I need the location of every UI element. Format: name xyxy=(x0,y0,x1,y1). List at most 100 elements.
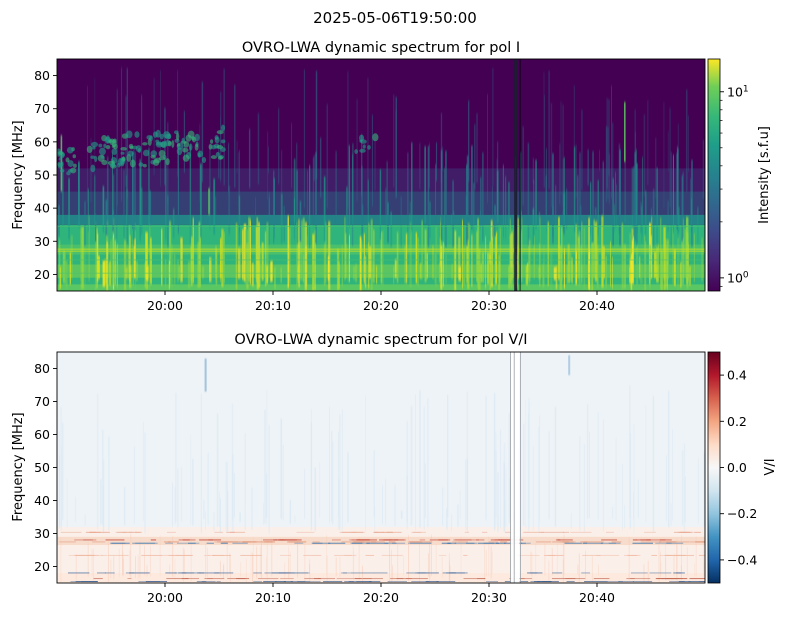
polarization-streak xyxy=(219,498,221,533)
polarization-rfi xyxy=(331,539,341,541)
polarization-rfi xyxy=(438,539,451,541)
burst-streak xyxy=(502,164,504,239)
burst-streak xyxy=(129,235,131,282)
burst-streak xyxy=(380,234,382,284)
burst-streak xyxy=(396,232,399,283)
polarization-rfi xyxy=(540,531,565,533)
polarization-rfi xyxy=(369,581,381,583)
polarization-streak xyxy=(703,537,705,578)
polarization-streak xyxy=(611,507,614,519)
polarization-rfi xyxy=(658,541,677,543)
polarization-rfi xyxy=(352,541,377,543)
burst-streak xyxy=(428,143,430,189)
type-iii-burst xyxy=(120,151,125,155)
type-iii-burst xyxy=(197,152,201,158)
polarization-streak xyxy=(256,546,258,579)
burst-streak xyxy=(363,256,364,282)
burst-streak xyxy=(667,200,669,232)
polarization-rfi xyxy=(206,542,214,544)
polarization-streak xyxy=(589,431,590,518)
polarization-rfi xyxy=(566,581,575,583)
polarization-streak xyxy=(61,422,64,520)
polarization-rfi xyxy=(353,541,377,543)
type-iii-burst xyxy=(134,131,140,138)
burst-streak xyxy=(134,223,136,290)
burst-streak xyxy=(543,245,545,287)
x-tick-label: 20:00 xyxy=(147,590,183,605)
burst-streak xyxy=(153,78,155,176)
burst-streak xyxy=(218,144,220,179)
burst-streak xyxy=(256,217,259,290)
polarization-rfi xyxy=(564,542,582,544)
polarization-rfi xyxy=(640,539,651,541)
burst-streak xyxy=(543,71,545,188)
burst-streak xyxy=(106,241,109,291)
burst-streak xyxy=(623,244,627,289)
polarization-rfi xyxy=(351,572,375,574)
burst-streak xyxy=(548,70,550,190)
type-iii-burst xyxy=(92,146,96,150)
polarization-rfi xyxy=(208,554,215,556)
polarization-rfi xyxy=(199,539,222,541)
polarization-rfi xyxy=(145,581,168,583)
burst-streak xyxy=(565,188,568,229)
polarization-rfi xyxy=(673,572,685,574)
type-iii-burst xyxy=(208,143,213,150)
burst-streak xyxy=(312,248,315,289)
burst-streak xyxy=(280,267,282,283)
type-iii-burst xyxy=(129,159,136,168)
polarization-rfi xyxy=(60,531,82,533)
burst-streak xyxy=(684,228,687,279)
polarization-rfi xyxy=(216,581,221,583)
polarization-rfi xyxy=(90,531,101,533)
burst-streak xyxy=(221,228,224,287)
polarization-streak xyxy=(96,393,99,530)
burst-streak xyxy=(84,225,86,290)
polarization-streak xyxy=(222,565,224,579)
burst-streak xyxy=(562,104,564,206)
burst-streak xyxy=(471,145,473,230)
polarization-streak xyxy=(268,425,270,534)
polarization-rfi xyxy=(304,578,320,580)
polarization-streak xyxy=(670,502,672,526)
polarization-streak xyxy=(446,508,448,530)
polarization-rfi xyxy=(253,541,273,543)
burst-streak xyxy=(363,233,365,284)
polarization-rfi xyxy=(240,554,262,556)
burst-streak xyxy=(590,182,592,235)
polarization-rfi xyxy=(666,542,684,544)
type-iii-burst xyxy=(158,156,166,161)
colorbar-tick-label: 100 xyxy=(727,270,749,285)
burst-streak xyxy=(167,195,169,248)
polarization-rfi xyxy=(290,581,311,583)
burst-streak xyxy=(381,231,383,284)
type-iii-burst xyxy=(159,133,164,140)
burst-streak xyxy=(527,143,530,246)
burst-streak xyxy=(621,223,624,290)
polarization-streak xyxy=(415,394,416,531)
polarization-rfi xyxy=(596,554,620,556)
polarization-streak xyxy=(309,559,311,583)
burst-streak xyxy=(382,230,384,288)
polarization-streak xyxy=(352,546,354,574)
burst-streak xyxy=(278,108,280,184)
burst-streak xyxy=(94,175,96,223)
burst-streak xyxy=(608,99,610,176)
polarization-rfi xyxy=(406,572,426,574)
polarization-streak xyxy=(586,404,589,519)
polarization-rfi xyxy=(413,531,422,533)
burst-streak xyxy=(106,156,109,237)
burst-streak xyxy=(690,178,692,222)
burst-streak xyxy=(434,253,436,284)
type-iii-burst xyxy=(57,161,64,168)
polarization-rfi xyxy=(565,578,586,580)
polarization-rfi xyxy=(562,531,570,533)
burst-streak xyxy=(114,239,116,286)
polarization-rfi xyxy=(115,531,127,533)
burst-streak xyxy=(631,167,633,241)
burst-streak xyxy=(347,252,349,283)
polarization-rfi xyxy=(67,572,90,574)
polarization-streak xyxy=(282,444,284,520)
type-iii-burst xyxy=(171,140,175,148)
burst-streak xyxy=(298,219,301,288)
